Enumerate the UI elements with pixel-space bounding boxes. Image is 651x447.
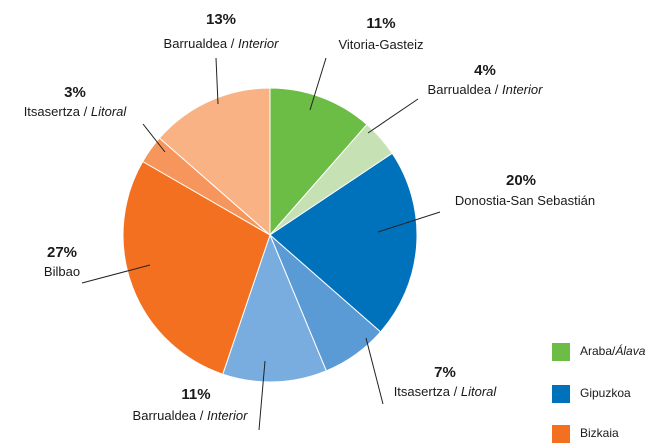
legend-label: Bizkaia	[580, 426, 619, 440]
slice-label: Bilbao	[44, 264, 80, 279]
pie-slice	[269, 87, 368, 237]
legend-label-part: Araba/	[580, 344, 616, 358]
slice-label: Itsasertza / Litoral	[24, 104, 128, 119]
leader-line	[215, 57, 219, 105]
value-label: 11%	[366, 15, 395, 32]
slice-label-part: Itsasertza /	[394, 384, 461, 399]
legend-label: Araba/Álava	[580, 343, 646, 358]
slice-label: Vitoria-Gasteiz	[338, 37, 423, 52]
legend-swatch	[552, 385, 570, 403]
value-label: 7%	[434, 364, 456, 381]
pie-slice	[269, 152, 418, 333]
legend-swatch	[552, 343, 570, 361]
slice-label: Barrualdea / Interior	[133, 408, 249, 423]
value-label: 20%	[506, 172, 536, 189]
slice-label: Barrualdea / Interior	[164, 36, 280, 51]
value-label: 13%	[206, 11, 236, 28]
slice-label: Donostia-San Sebastián	[455, 193, 595, 208]
slice-label-part: Barrualdea /	[164, 36, 238, 51]
leader-line	[367, 98, 419, 134]
legend-label-part: Bizkaia	[580, 426, 619, 440]
value-label: 27%	[47, 244, 77, 261]
legend-label: Gipuzkoa	[580, 386, 631, 400]
pie-slice	[222, 233, 327, 383]
slice-label-part: Interior	[207, 408, 248, 423]
leader-line	[81, 264, 151, 284]
legend-label-part: Álava	[614, 343, 645, 358]
value-label: 3%	[64, 84, 86, 101]
leader-line	[258, 360, 266, 431]
leader-line	[365, 337, 384, 405]
pie-slice	[122, 160, 271, 375]
slice-label-part: Litoral	[91, 104, 128, 119]
legend-label-part: Gipuzkoa	[580, 386, 631, 400]
slice-label-part: Donostia-San Sebastián	[455, 193, 595, 208]
slice-label-part: Litoral	[461, 384, 498, 399]
pie-slice	[158, 87, 271, 237]
slice-label-part: Interior	[502, 82, 543, 97]
slice-label-part: Vitoria-Gasteiz	[338, 37, 423, 52]
slice-label-part: Itsasertza /	[24, 104, 91, 119]
slice-label: Barrualdea / Interior	[428, 82, 544, 97]
leader-line	[377, 211, 441, 233]
slice-label-part: Barrualdea /	[133, 408, 207, 423]
slice-label-part: Barrualdea /	[428, 82, 502, 97]
slice-label-part: Interior	[238, 36, 279, 51]
leader-line	[142, 123, 166, 153]
slice-label: Itsasertza / Litoral	[394, 384, 498, 399]
leader-line	[309, 57, 327, 111]
legend-swatch	[552, 425, 570, 443]
slice-label-part: Bilbao	[44, 264, 80, 279]
value-label: 11%	[181, 386, 210, 403]
value-label: 4%	[474, 62, 496, 79]
